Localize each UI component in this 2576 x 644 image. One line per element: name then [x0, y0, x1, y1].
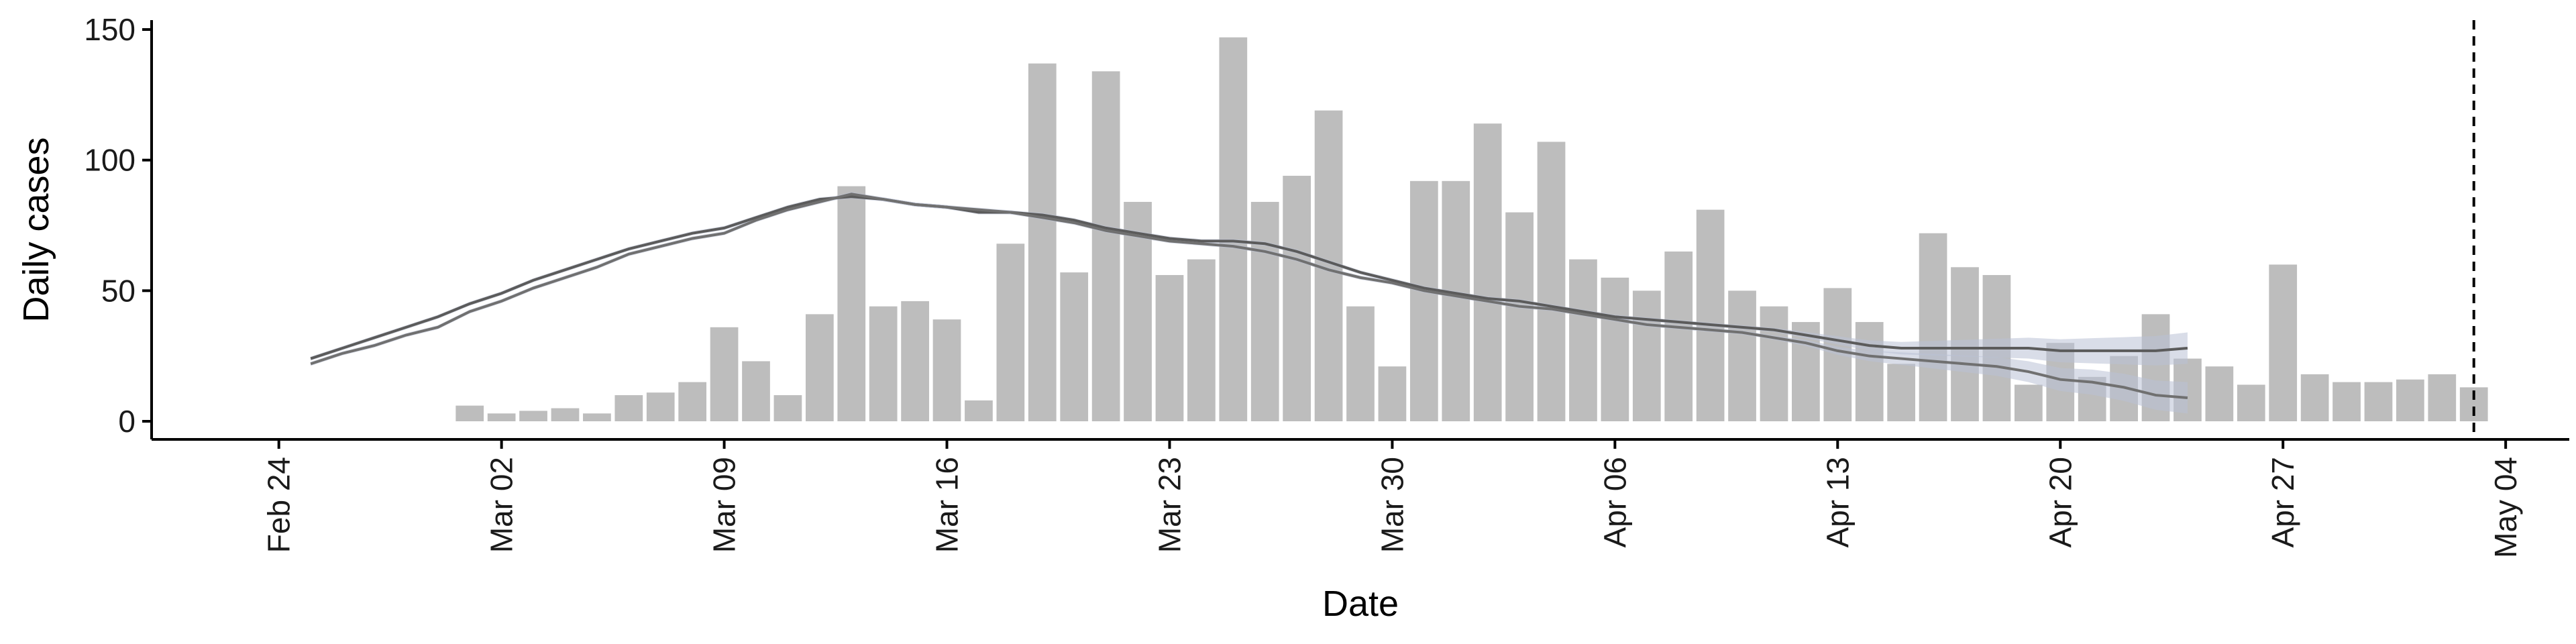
bar: [932, 319, 961, 421]
bar: [1028, 63, 1057, 421]
y-tick-label: 50: [101, 273, 136, 308]
y-ticks: 0 50 100 150: [84, 12, 152, 439]
bar: [1919, 233, 1947, 421]
y-tick-label: 150: [84, 12, 136, 47]
bar: [2237, 384, 2265, 421]
bar: [2364, 382, 2393, 421]
bar: [1505, 212, 1534, 421]
axes: [150, 20, 2569, 441]
bar: [1060, 272, 1089, 421]
bar: [1155, 274, 1184, 421]
bar: [1728, 290, 1756, 421]
y-axis-title: Daily cases: [16, 137, 56, 322]
bar: [1442, 180, 1470, 421]
bar: [805, 314, 834, 421]
bar: [869, 306, 898, 421]
bar: [1219, 37, 1248, 422]
bar: [1537, 142, 1566, 421]
bars-layer: [455, 37, 2488, 422]
bar: [1409, 180, 1438, 421]
bar: [1187, 259, 1216, 421]
bar: [1632, 290, 1661, 421]
bar: [2332, 382, 2361, 421]
bar: [837, 186, 866, 421]
x-axis-title: Date: [1322, 584, 1399, 624]
bar: [710, 327, 739, 421]
bar: [1283, 176, 1311, 421]
bar: [2269, 264, 2298, 421]
bar: [519, 411, 547, 421]
x-tick-label: Apr 13: [1820, 457, 1855, 548]
bar: [455, 405, 484, 421]
bar: [1855, 322, 1884, 421]
y-tick-label: 100: [84, 143, 136, 178]
bar: [583, 413, 611, 421]
bar: [614, 395, 643, 421]
x-tick-label: Mar 02: [484, 457, 519, 553]
bar: [678, 382, 707, 421]
bar: [1760, 306, 1788, 421]
bar: [1887, 364, 1916, 421]
bar: [1378, 366, 1407, 421]
bar: [1091, 71, 1120, 421]
x-tick-label: May 04: [2488, 457, 2523, 558]
bar: [901, 301, 929, 421]
x-ticks: Feb 24 Mar 02 Mar 09 Mar 16 Mar 23 Mar 30 Apr …: [262, 439, 2523, 558]
bar: [1664, 251, 1693, 421]
bar: [551, 408, 580, 421]
x-tick-label: Apr 20: [2043, 457, 2078, 548]
trend-lines-layer: [310, 193, 2188, 399]
bar: [487, 413, 516, 421]
bar: [2014, 384, 2043, 421]
bar: [2428, 374, 2457, 421]
x-tick-label: Apr 06: [1597, 457, 1632, 548]
x-tick-label: Mar 09: [707, 457, 742, 553]
bar: [2205, 366, 2234, 421]
bar: [646, 392, 675, 421]
uncertainty-band-1: [311, 195, 2188, 366]
bar: [1569, 259, 1597, 421]
bar: [965, 400, 993, 421]
x-tick-label: Apr 27: [2265, 457, 2300, 548]
bar: [996, 244, 1025, 421]
bar: [742, 361, 770, 421]
x-tick-label: Mar 30: [1375, 457, 1409, 553]
bar: [773, 395, 802, 421]
x-tick-label: Feb 24: [262, 457, 297, 553]
bar: [1696, 209, 1725, 421]
bar: [1601, 277, 1629, 421]
x-tick-label: Mar 16: [930, 457, 965, 553]
bar: [1346, 306, 1375, 421]
bar: [2396, 379, 2424, 421]
y-tick-label: 0: [118, 404, 136, 439]
bar: [1250, 201, 1279, 421]
bar: [2300, 374, 2329, 421]
bar: [1473, 123, 1502, 421]
trend-line-2: [310, 193, 2188, 399]
trend-line-1: [310, 195, 2188, 360]
x-tick-label: Mar 23: [1152, 457, 1187, 553]
